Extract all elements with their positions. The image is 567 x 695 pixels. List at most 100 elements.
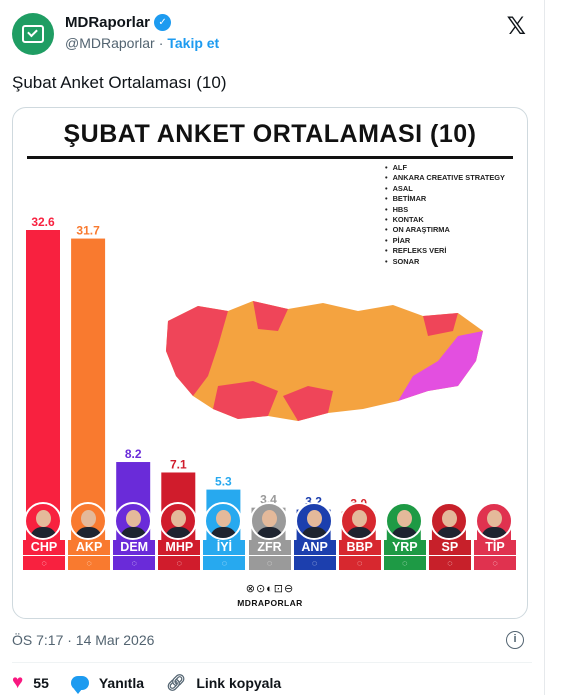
pollster-item: HBS [385,205,505,215]
leader-photo [475,502,513,540]
party-emblem-icon: ◌ [428,556,471,570]
leader-photo [159,502,198,540]
leader-photo [204,502,243,540]
pollster-item: ASAL [385,184,505,194]
display-name[interactable]: MDRaporlar [65,14,151,31]
leader-photo [249,502,288,540]
body-shape [30,527,57,538]
face-shape [306,510,322,527]
face-shape [396,510,412,527]
face-shape [351,510,367,527]
bar-chp [26,230,60,540]
pollster-list: ALFANKARA CREATIVE STRATEGYASALBETİMARHB… [385,163,505,267]
bar-value-label: 8.2 [125,447,142,461]
party-emblem-icon: ◌ [383,556,426,570]
party-label: SP [428,540,471,555]
body-shape [120,527,148,538]
party-label: YRP [383,540,426,555]
body-shape [300,527,328,538]
turkey-map [166,301,483,421]
face-shape [216,510,232,527]
leader-photo [339,502,378,540]
face-shape [487,510,502,527]
bar-value-label: 5.3 [215,475,232,489]
name-row: MDRaporlar ✓ [65,14,172,31]
info-icon[interactable]: i [506,631,524,649]
verified-badge-icon: ✓ [154,14,172,31]
tweet-timestamp[interactable]: ÖS 7:17 · 14 Mar 2026 [12,632,155,648]
party-label: İYİ [203,540,246,555]
reply-label: Yanıtla [98,675,144,691]
face-shape [36,510,51,527]
tweet-text: Şubat Anket Ortalaması (10) [12,73,227,92]
party-label: ANP [293,540,336,555]
separator: · [158,35,164,51]
follow-button[interactable]: Takip et [167,35,220,51]
like-button[interactable]: ♥ 55 [12,672,49,693]
social-logos: ⊗⊙◐⊡⊖ [245,583,295,595]
party-emblem-icon: ◌ [23,556,65,570]
party-emblem-icon: ◌ [113,556,156,570]
party-label: CHP [23,540,65,555]
leader-photo [384,502,423,540]
bar-akp [71,238,106,540]
x-logo-icon[interactable]: 𝕏 [506,12,526,40]
action-bar: ♥ 55 Yanıtla 🔗︎ Link kopyala [12,672,303,694]
reply-bubble-icon [70,676,89,694]
right-border [544,0,545,695]
leader-photo [69,502,108,540]
pollster-item: PİAR [385,236,505,246]
infographic-brand: MDRAPORLAR [237,598,303,608]
face-shape [81,510,97,527]
face-shape [171,510,187,527]
pollster-item: ON ARAŞTIRMA [385,225,505,235]
reply-button[interactable]: Yanıtla [70,675,144,694]
party-label: AKP [68,540,111,555]
copy-link-button[interactable]: 🔗︎ Link kopyala [166,673,281,693]
body-shape [165,527,193,538]
title-divider [27,156,513,159]
face-shape [126,510,142,527]
copy-link-label: Link kopyala [196,675,282,691]
party-label: MHP [158,540,201,555]
pollster-item: KONTAK [385,215,505,225]
pollster-item: BETİMAR [385,194,505,204]
avatar-logo-icon [22,25,44,43]
leader-photo [24,502,62,540]
leader-photo [429,502,468,540]
party-emblem-icon: ◌ [158,556,201,570]
party-label: ZFR [248,540,291,555]
party-emblem-icon: ◌ [293,556,336,570]
body-shape [210,527,238,538]
bar-value-label: 7.1 [170,457,187,471]
tweet-media-image[interactable]: ŞUBAT ANKET ORTALAMASI (10) ALFANKARA CR… [12,107,528,619]
party-emblem-icon: ◌ [338,556,381,570]
party-emblem-icon: ◌ [203,556,246,570]
leader-photo [294,502,333,540]
party-emblem-icon: ◌ [68,556,111,570]
pollster-item: ANKARA CREATIVE STRATEGY [385,173,505,183]
bar-value-label: 31.7 [76,224,100,238]
heart-icon: ♥ [12,672,24,693]
pollster-item: SONAR [385,257,505,267]
face-shape [261,510,277,527]
actions-divider [12,662,532,663]
tweet-header: MDRaporlar ✓ @MDRaporlar · Takip et 𝕏 [12,10,532,58]
pollster-item: REFLEKS VERİ [385,246,505,256]
body-shape [345,527,373,538]
party-emblem-icon: ◌ [248,556,291,570]
user-handle[interactable]: @MDRaporlar [65,35,155,51]
party-label: DEM [113,540,156,555]
body-shape [255,527,283,538]
leader-photos-row [23,502,519,572]
body-shape [435,527,463,538]
avatar[interactable] [12,13,54,55]
pollster-item: ALF [385,163,505,173]
face-shape [441,510,457,527]
body-shape [481,527,508,538]
body-shape [390,527,418,538]
infographic-title: ŞUBAT ANKET ORTALAMASI (10) [63,120,477,148]
party-emblem-icon: ◌ [474,556,516,570]
handle-row: @MDRaporlar · Takip et [65,35,219,51]
like-count: 55 [33,675,49,691]
